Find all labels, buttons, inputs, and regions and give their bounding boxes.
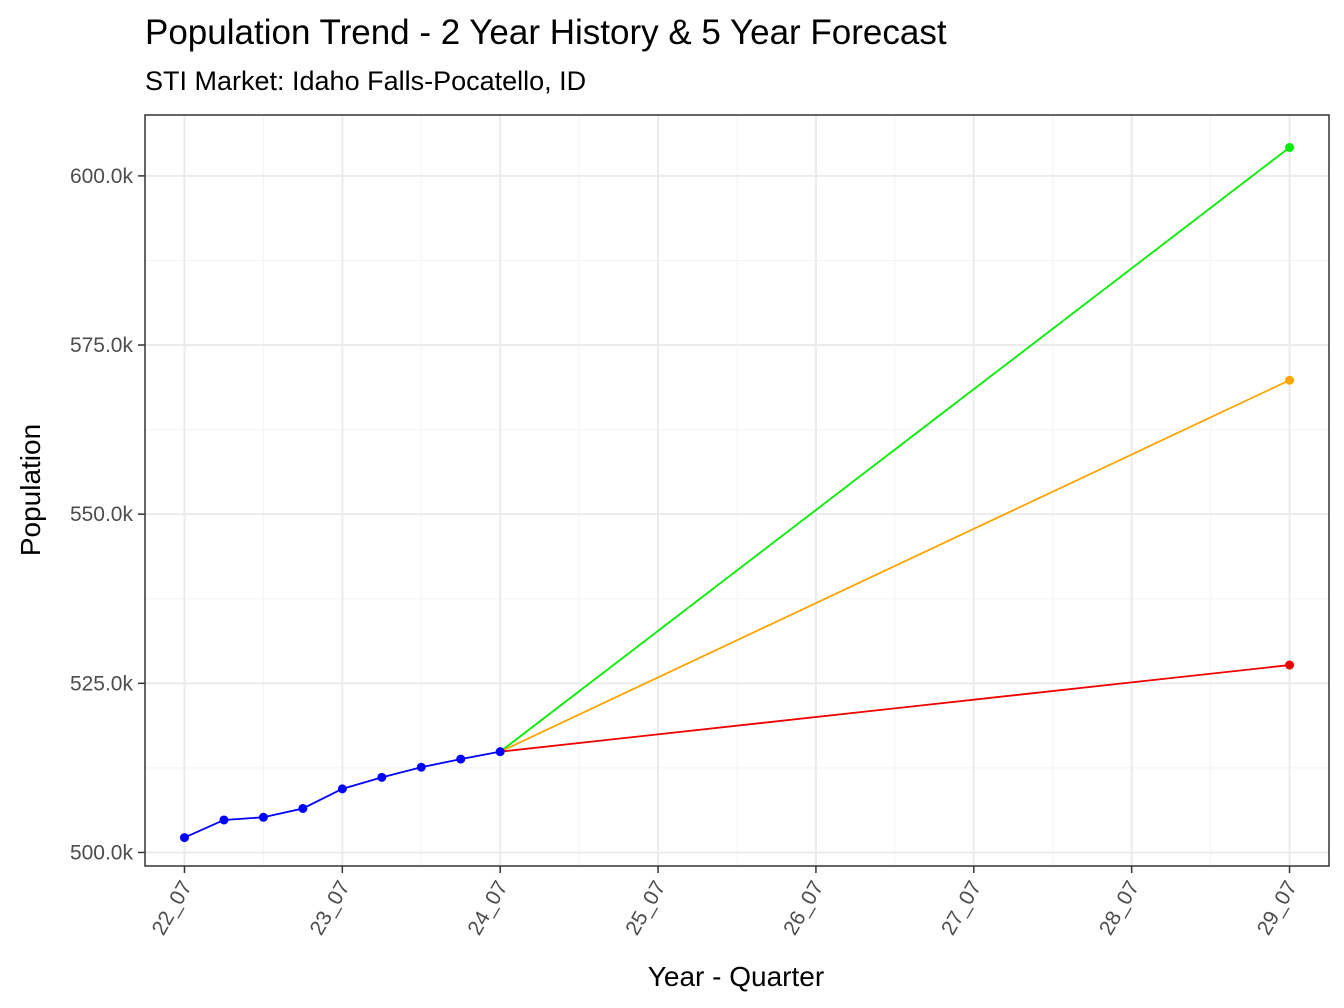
chart-title: Population Trend - 2 Year History & 5 Ye… <box>145 13 947 52</box>
x-tick-label: 28_07 <box>1095 877 1144 939</box>
data-point-0-8 <box>495 747 505 757</box>
data-point-0-6 <box>416 762 426 772</box>
chart-subtitle: STI Market: Idaho Falls-Pocatello, ID <box>145 66 586 96</box>
y-axis-title: Population <box>15 424 46 556</box>
x-axis-title: Year - Quarter <box>648 961 824 992</box>
grid <box>145 115 1329 866</box>
x-tick-label: 27_07 <box>937 877 986 939</box>
series-layer <box>179 142 1295 843</box>
data-point-0-3 <box>298 803 308 813</box>
data-point-0-1 <box>219 815 229 825</box>
data-point-0-0 <box>179 833 189 843</box>
data-point-1-1 <box>1285 142 1295 152</box>
x-tick-label: 22_07 <box>148 877 197 939</box>
series-line-2 <box>499 379 1290 753</box>
y-tick-label: 525.0k <box>70 672 134 695</box>
y-tick-label: 575.0k <box>70 334 134 357</box>
y-tick-label: 500.0k <box>70 841 134 864</box>
x-tick-label: 29_07 <box>1253 877 1302 939</box>
data-point-3-1 <box>1285 660 1295 670</box>
y-axis: 500.0k 525.0k 550.0k 575.0k 600.0k <box>70 165 145 864</box>
data-point-0-2 <box>258 812 268 822</box>
data-point-0-7 <box>456 754 466 764</box>
y-tick-label: 600.0k <box>70 165 134 188</box>
x-tick-label: 25_07 <box>621 877 670 939</box>
data-point-0-4 <box>337 784 347 794</box>
y-tick-label: 550.0k <box>70 503 134 526</box>
data-point-0-5 <box>377 772 387 782</box>
x-tick-label: 23_07 <box>306 877 355 939</box>
data-point-2-1 <box>1285 375 1295 385</box>
plot-panel-border <box>144 114 1330 867</box>
x-tick-label: 24_07 <box>463 877 512 939</box>
series-line-1 <box>499 146 1291 753</box>
x-axis: 22_07 23_07 24_07 25_07 26_07 27_07 28_07 29_07 <box>148 866 1302 939</box>
x-tick-label: 26_07 <box>779 877 828 939</box>
series-line-3 <box>500 664 1290 753</box>
